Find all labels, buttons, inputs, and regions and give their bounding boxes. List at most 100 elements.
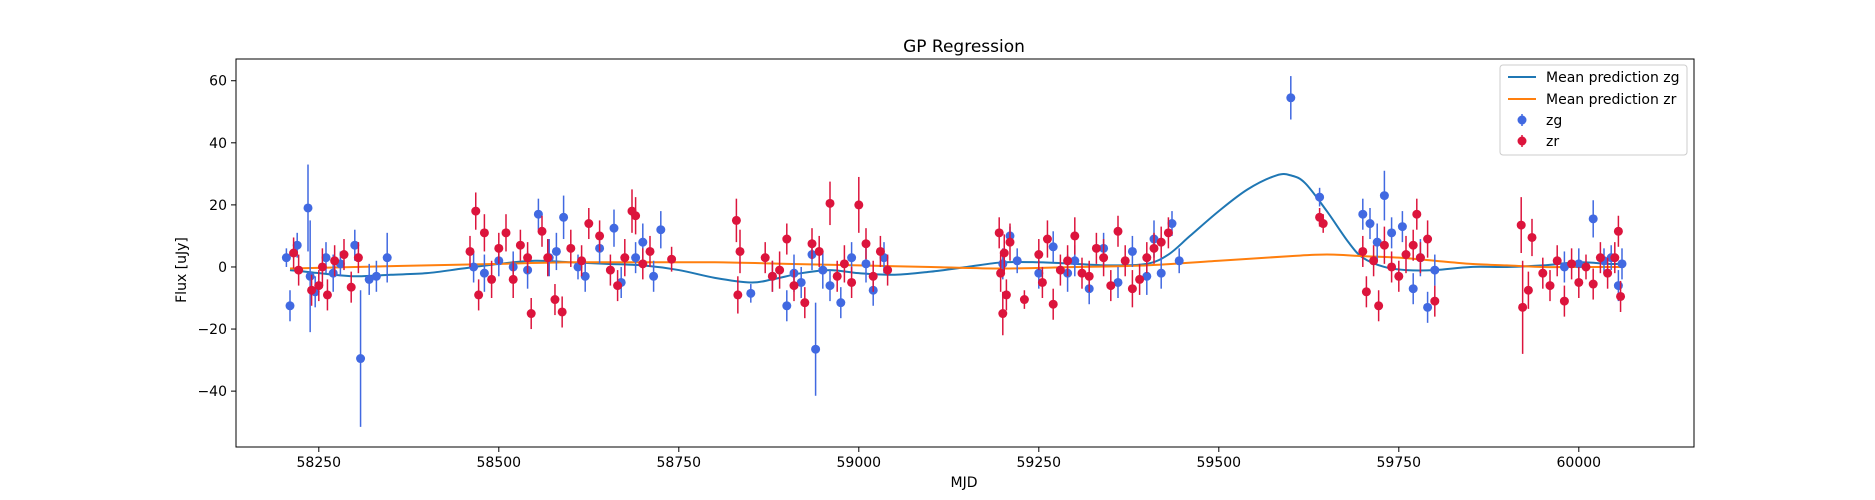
zr-data-point — [767, 271, 777, 281]
zr-data-point — [508, 274, 518, 284]
legend: Mean prediction zg Mean prediction zr zg… — [1499, 64, 1688, 156]
legend-box — [1499, 64, 1688, 156]
zr-data-point — [733, 290, 743, 300]
zr-data-point — [731, 215, 741, 225]
zg-data-point — [1588, 214, 1598, 224]
zr-data-point — [353, 253, 363, 263]
zr-data-point — [1379, 240, 1389, 250]
zg-data-point — [303, 203, 313, 213]
zg-data-point — [551, 246, 561, 256]
zr-data-point — [595, 231, 605, 241]
zr-data-point — [1567, 259, 1577, 269]
zr-data-point — [1559, 296, 1569, 306]
y-tick-label: 20 — [209, 198, 227, 214]
zg-data-point — [1142, 271, 1152, 281]
zg-data-point — [1286, 93, 1296, 103]
zr-data-point — [735, 246, 745, 256]
zr-data-point — [1091, 243, 1101, 253]
zg-data-point — [350, 240, 360, 250]
zr-data-point — [1387, 262, 1397, 272]
zr-data-point — [1603, 268, 1613, 278]
zr-data-point — [1005, 237, 1015, 247]
legend-label-zr: zr — [1546, 134, 1559, 150]
zg-data-point — [1358, 209, 1368, 219]
plot-area — [281, 76, 1627, 427]
zr-data-point — [1523, 285, 1533, 295]
zr-data-point — [1527, 232, 1537, 242]
zr-data-point — [584, 219, 594, 229]
x-tick-label: 59750 — [1377, 455, 1422, 471]
zg-data-point — [836, 298, 846, 308]
zg-data-point — [1315, 192, 1325, 202]
zr-data-point — [1318, 219, 1328, 229]
zr-data-point — [1063, 256, 1073, 266]
zr-data-point — [289, 248, 299, 258]
zg-data-point — [1167, 219, 1177, 229]
zr-data-point — [861, 239, 871, 249]
zr-data-point — [1055, 265, 1065, 275]
zr-data-point — [471, 206, 481, 216]
zg-data-point — [1070, 256, 1080, 266]
zg-data-point — [1113, 277, 1123, 287]
zr-data-point — [1408, 240, 1418, 250]
zr-data-point — [537, 226, 547, 236]
zr-data-point — [322, 290, 332, 300]
zr-data-point — [807, 239, 817, 249]
zg-data-point — [609, 223, 619, 233]
legend-label-zr-line: Mean prediction zr — [1546, 92, 1677, 108]
zg-data-point — [1387, 228, 1397, 238]
zr-data-point — [775, 265, 785, 275]
zr-data-point — [1361, 287, 1371, 297]
legend-swatch-zg-marker — [1517, 115, 1527, 125]
zr-data-point — [1552, 256, 1562, 266]
zr-data-point — [346, 282, 356, 292]
zr-data-point — [875, 246, 885, 256]
zg-data-point — [292, 240, 302, 250]
zg-data-point — [796, 277, 806, 287]
zg-data-point — [382, 253, 392, 263]
zg-data-point — [746, 288, 756, 298]
zg-data-point — [1174, 256, 1184, 266]
zr-data-point — [613, 281, 623, 291]
legend-label-zg: zg — [1546, 113, 1562, 129]
zr-data-point — [1581, 262, 1591, 272]
zr-data-point — [479, 228, 489, 238]
mean-prediction-zg-line — [289, 173, 1623, 284]
zr-data-point — [494, 243, 504, 253]
zg-data-point — [818, 265, 828, 275]
zr-data-point — [1034, 250, 1044, 260]
zr-data-point — [1538, 268, 1548, 278]
zg-data-point — [1048, 242, 1058, 252]
zg-data-point — [1365, 219, 1375, 229]
zg-data-point — [631, 253, 641, 263]
zr-data-point — [996, 268, 1006, 278]
zr-data-point — [1595, 253, 1605, 263]
zg-data-point — [1034, 268, 1044, 278]
zr-data-point — [317, 262, 327, 272]
plot-frame — [235, 58, 1695, 448]
zr-data-point — [1120, 256, 1130, 266]
zr-data-point — [847, 277, 857, 287]
zg-data-point — [281, 253, 291, 263]
zg-data-point — [321, 253, 331, 263]
zg-data-point — [580, 271, 590, 281]
zg-data-point — [328, 268, 338, 278]
zr-data-point — [1135, 274, 1145, 284]
zg-data-point — [847, 253, 857, 263]
zr-data-point — [883, 265, 893, 275]
zr-data-point — [800, 298, 810, 308]
zr-data-point — [543, 253, 553, 263]
zg-data-point — [811, 344, 821, 354]
zg-data-point — [649, 271, 659, 281]
zr-data-point — [1423, 234, 1433, 244]
zr-data-point — [620, 253, 630, 263]
zr-data-point — [566, 243, 576, 253]
zg-data-point — [1613, 281, 1623, 291]
zg-data-point — [1379, 191, 1389, 201]
zr-data-point — [1616, 291, 1626, 301]
zg-data-point — [371, 271, 381, 281]
y-tick-label: 60 — [209, 74, 227, 90]
zr-data-point — [523, 253, 533, 263]
zg-data-point — [1012, 256, 1022, 266]
zr-data-point — [825, 198, 835, 208]
